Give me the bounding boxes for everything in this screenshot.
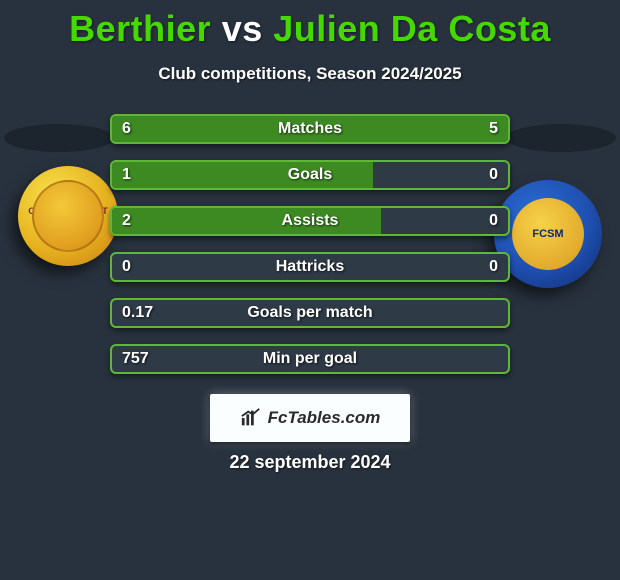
team-badge-left-label: ORLÉANS LOIRET FOOTBALL (18, 166, 118, 266)
stat-row: 0Hattricks0 (110, 252, 510, 282)
page-title: Berthier vs Julien Da Costa (0, 0, 620, 50)
stat-label: Min per goal (112, 346, 508, 372)
stat-row: 757Min per goal (110, 344, 510, 374)
team-badge-right: FCSM (494, 180, 602, 288)
stat-value-right: 0 (489, 162, 498, 188)
stat-label: Hattricks (112, 254, 508, 280)
shadow-ellipse-right (506, 124, 616, 152)
stat-row: 2Assists0 (110, 206, 510, 236)
title-player2: Julien Da Costa (273, 8, 551, 49)
stat-value-right: 5 (489, 116, 498, 142)
stat-rows: 6Matches51Goals02Assists00Hattricks00.17… (110, 114, 510, 390)
stat-value-right: 0 (489, 254, 498, 280)
team-badge-right-label: FCSM (494, 180, 602, 288)
shadow-ellipse-left (4, 124, 114, 152)
stat-label: Assists (112, 208, 508, 234)
stat-label: Goals per match (112, 300, 508, 326)
stat-row: 1Goals0 (110, 160, 510, 190)
watermark: FcTables.com (210, 394, 410, 442)
title-player1: Berthier (69, 8, 211, 49)
title-vs: vs (222, 8, 263, 49)
watermark-text: FcTables.com (268, 408, 381, 428)
stat-row: 6Matches5 (110, 114, 510, 144)
subtitle: Club competitions, Season 2024/2025 (0, 64, 620, 84)
stat-value-right: 0 (489, 208, 498, 234)
team-badge-left: ORLÉANS LOIRET FOOTBALL (18, 166, 118, 266)
chart-icon (240, 407, 262, 429)
stat-label: Goals (112, 162, 508, 188)
stat-row: 0.17Goals per match (110, 298, 510, 328)
comparison-panel: ORLÉANS LOIRET FOOTBALL FCSM 6Matches5 1G… (0, 104, 620, 404)
stat-label: Matches (112, 116, 508, 142)
date-label: 22 september 2024 (0, 452, 620, 473)
